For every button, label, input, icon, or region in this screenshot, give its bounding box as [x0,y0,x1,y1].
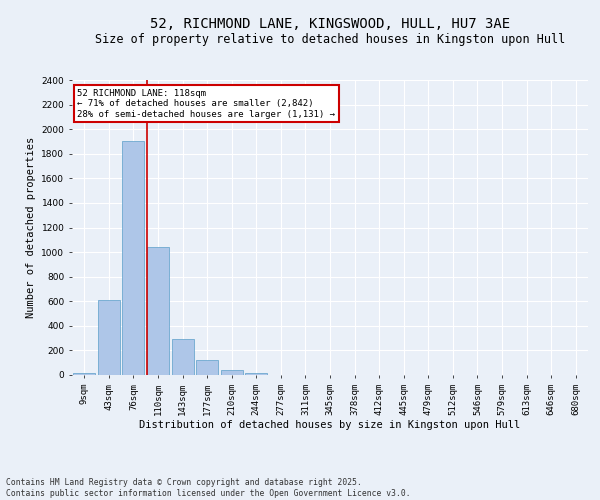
Bar [221,370,243,375]
Text: 52 RICHMOND LANE: 118sqm
← 71% of detached houses are smaller (2,842)
28% of sem: 52 RICHMOND LANE: 118sqm ← 71% of detach… [77,89,335,118]
Bar [98,300,120,375]
Bar [172,340,194,375]
Text: Size of property relative to detached houses in Kingston upon Hull: Size of property relative to detached ho… [95,32,565,46]
Text: 52, RICHMOND LANE, KINGSWOOD, HULL, HU7 3AE: 52, RICHMOND LANE, KINGSWOOD, HULL, HU7 … [150,18,510,32]
Bar [147,247,169,375]
Bar [245,373,268,375]
Y-axis label: Number of detached properties: Number of detached properties [26,137,36,318]
Text: Contains HM Land Registry data © Crown copyright and database right 2025.
Contai: Contains HM Land Registry data © Crown c… [6,478,410,498]
X-axis label: Distribution of detached houses by size in Kingston upon Hull: Distribution of detached houses by size … [139,420,521,430]
Bar [196,360,218,375]
Bar [73,373,95,375]
Bar [122,141,145,375]
